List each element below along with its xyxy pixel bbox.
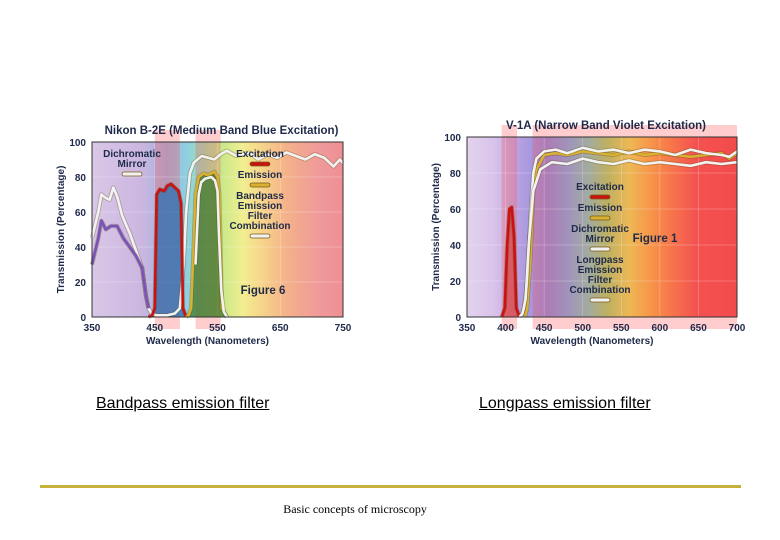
y-tick-label: 0	[80, 313, 86, 324]
legend-label-longpass-emission-filter-combination: Longpass Emission Filter Combination	[569, 255, 630, 296]
x-tick-label: 600	[652, 323, 669, 334]
caption-bandpass: Bandpass emission filter	[96, 395, 270, 412]
legend-swatch-longpass-emission-filter-combination	[589, 297, 611, 303]
x-tick-label: 450	[146, 323, 163, 334]
series-bandpass-emission-filter-combination	[194, 175, 229, 318]
legend-swatch-excitation	[249, 161, 271, 167]
x-tick-label: 750	[335, 323, 352, 334]
legend-swatch-excitation	[589, 194, 611, 200]
y-tick-label: 80	[75, 173, 87, 184]
y-tick-label: 60	[450, 205, 462, 216]
figure-label: Figure 6	[241, 285, 286, 297]
y-tick-label: 60	[75, 208, 87, 219]
x-tick-label: 650	[272, 323, 289, 334]
chart-title: V-1A (Narrow Band Violet Excitation)	[506, 120, 706, 132]
y-tick-label: 80	[450, 169, 462, 180]
highlight-band-2	[532, 125, 737, 329]
x-axis-label: Wavelength (Nanometers)	[531, 336, 654, 347]
x-tick-label: 650	[690, 323, 707, 334]
footer-rule	[40, 485, 741, 488]
footer-text: Basic concepts of microscopy	[283, 502, 427, 516]
y-tick-label: 100	[69, 138, 86, 149]
y-axis-label: Transmission (Percentage)	[431, 163, 442, 291]
chart-title: Nikon B-2E (Medium Band Blue Excitation)	[105, 125, 339, 137]
x-tick-label: 450	[536, 323, 553, 334]
x-tick-label: 350	[459, 323, 476, 334]
plot-border	[466, 136, 738, 318]
series-longpass-emission-filter-combination	[518, 157, 738, 318]
y-tick-label: 20	[450, 277, 462, 288]
area-excitation	[148, 184, 187, 317]
legend-label-dichromatic-mirror: Dichromatic Mirror	[103, 149, 161, 170]
legend-label-excitation: Excitation	[576, 182, 624, 193]
legend-label-bandpass-emission-filter-combination: Bandpass Emission Filter Combination	[229, 191, 290, 232]
y-tick-label: 40	[450, 241, 462, 252]
legend-label-emission: Emission	[578, 203, 622, 214]
chart-svg: 0 20 40 60 80 100 350 400 450 500 550 600 650 700 V-1A…	[431, 120, 746, 347]
legend-swatch-bandpass-emission-filter-combination	[249, 233, 271, 239]
chart-longpass: 0 20 40 60 80 100 350 400 450 500 550 600 650 700 V-1A…	[425, 112, 746, 352]
y-tick-label: 0	[455, 313, 461, 324]
series-excitation	[147, 182, 188, 319]
legend-label-emission: Emission	[238, 170, 282, 181]
legend-label-dichromatic-mirror: Dichromatic Mirror	[571, 224, 629, 245]
y-tick-label: 20	[75, 278, 87, 289]
x-tick-label: 700	[729, 323, 745, 334]
legend-label-excitation: Excitation	[236, 149, 284, 160]
figure-label: Figure 1	[633, 233, 678, 245]
plot-border	[91, 141, 344, 318]
x-tick-label: 550	[613, 323, 630, 334]
x-tick-label: 400	[497, 323, 514, 334]
legend-swatch-dichromatic-mirror	[121, 171, 143, 177]
y-tick-label: 100	[444, 133, 461, 144]
legend-swatch-emission	[589, 215, 611, 221]
chart-svg: 0 20 40 60 80 100 350 450 550 650 750 Nikon B-2E (M…	[56, 125, 352, 347]
x-tick-label: 350	[84, 323, 101, 334]
series-emission	[185, 170, 229, 319]
x-tick-label: 550	[209, 323, 226, 334]
y-axis-label: Transmission (Percentage)	[56, 166, 67, 294]
chart-bandpass: 0 20 40 60 80 100 350 450 550 650 750 Nikon B-2E (M…	[48, 112, 358, 352]
x-axis-label: Wavelength (Nanometers)	[146, 336, 269, 347]
caption-longpass: Longpass emission filter	[479, 395, 651, 412]
y-tick-label: 40	[75, 243, 87, 254]
x-tick-label: 500	[574, 323, 591, 334]
series-violet-curve-left	[90, 219, 150, 309]
series-excitation	[500, 205, 521, 318]
legend-swatch-dichromatic-mirror	[589, 246, 611, 252]
legend-swatch-emission	[249, 182, 271, 188]
series-dichromatic-mirror	[90, 149, 344, 317]
